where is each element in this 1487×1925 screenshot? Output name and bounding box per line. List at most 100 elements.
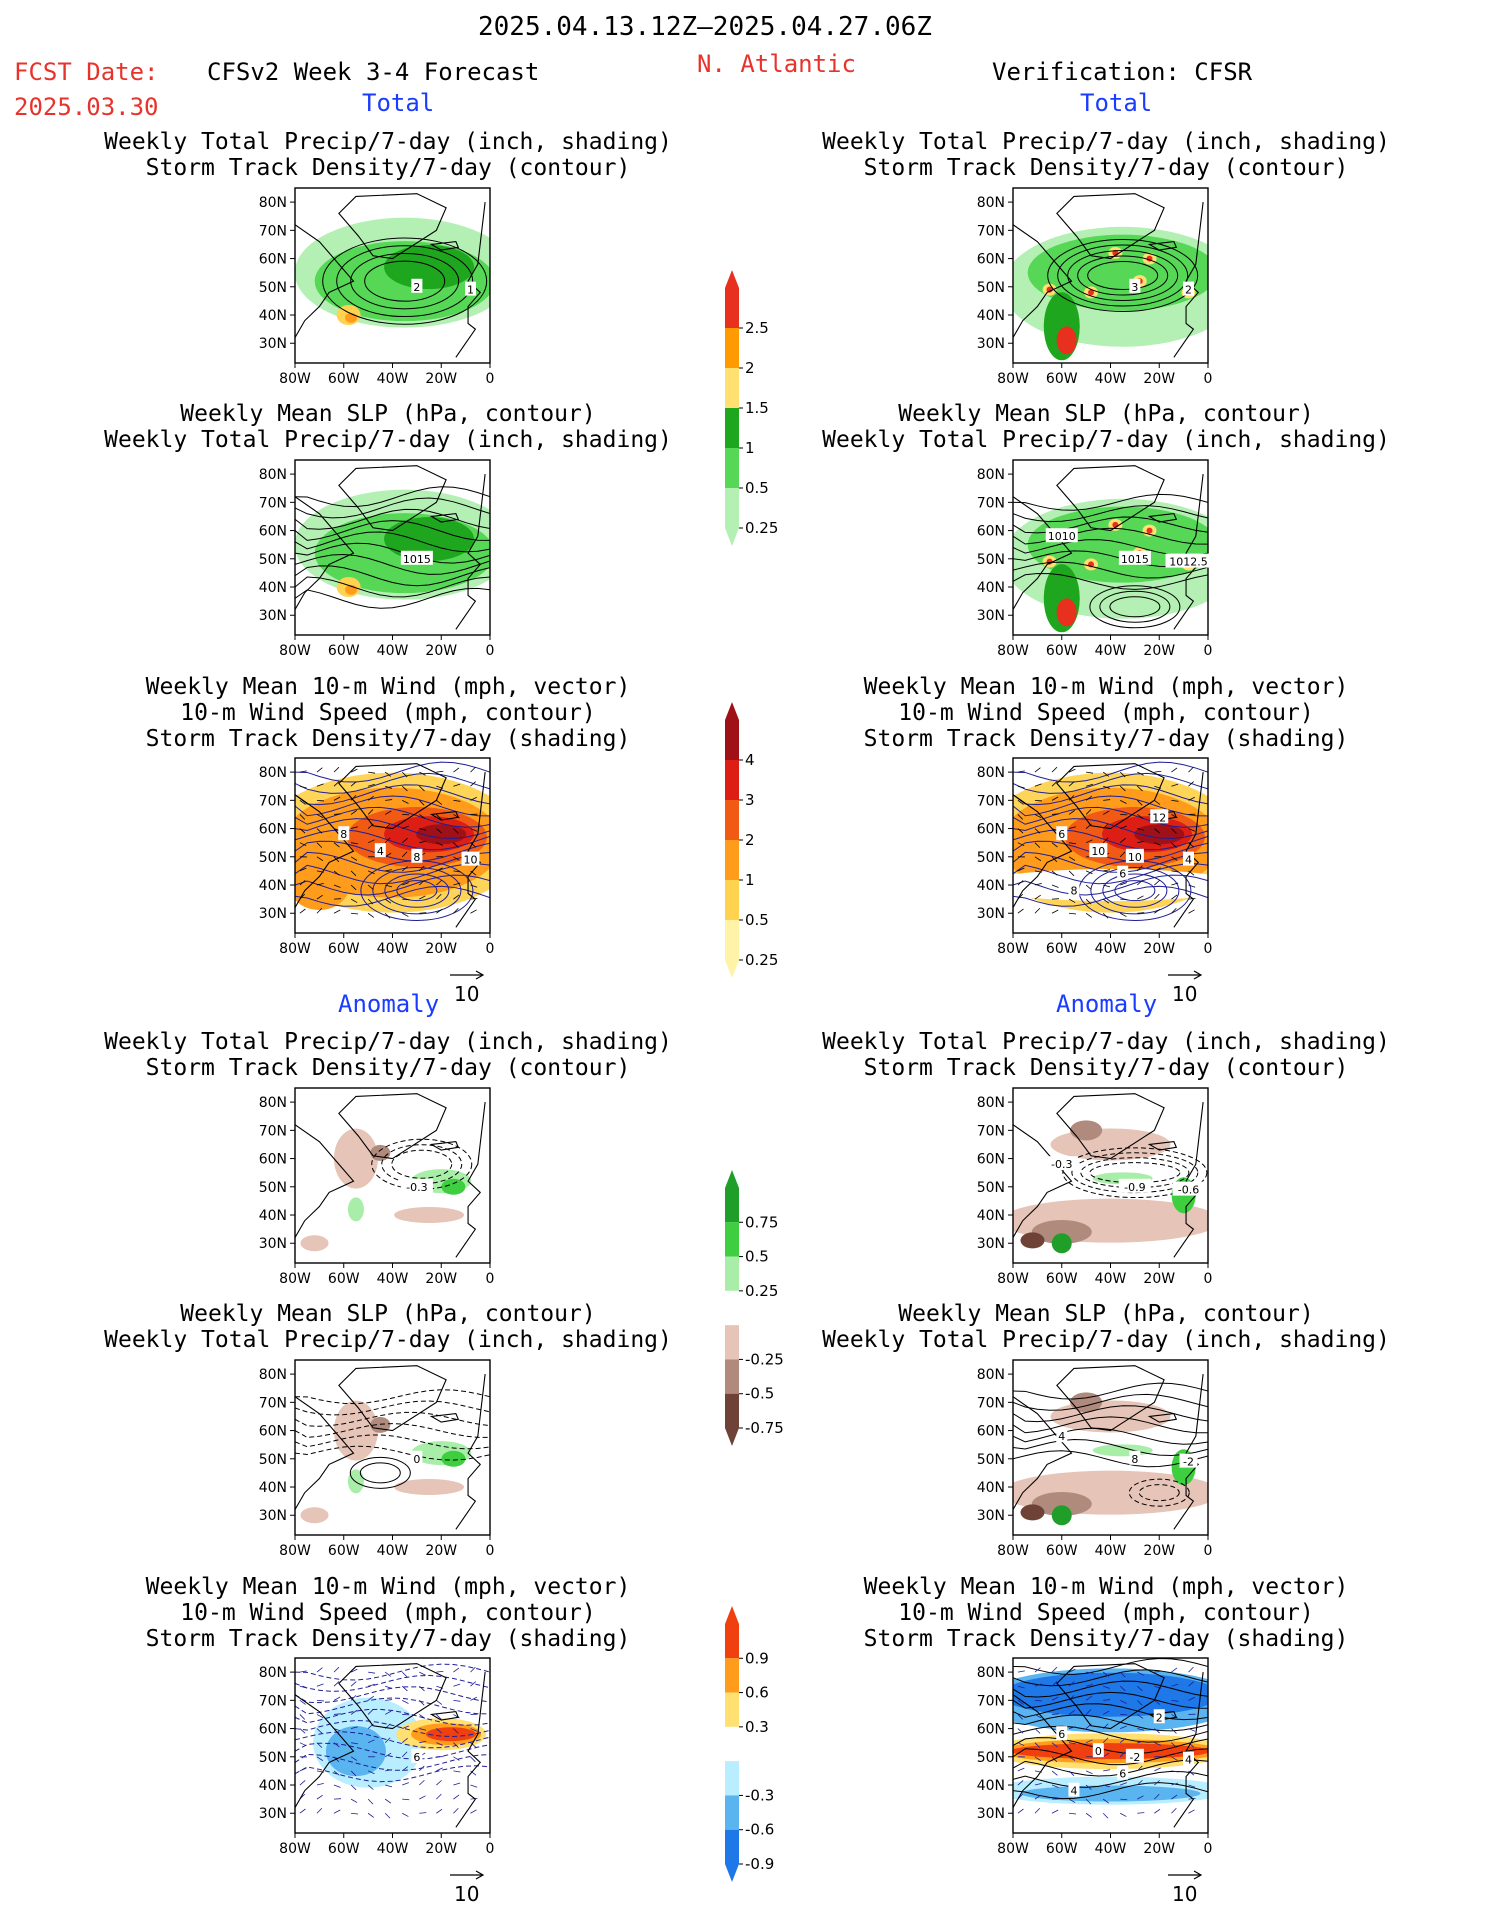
contour-line	[1047, 239, 1199, 312]
colorbar-segment	[725, 702, 739, 720]
lon-tick-label: 20W	[425, 1543, 457, 1558]
title-cfsr-anom-precip: Weekly Total Precip/7-day (inch, shading…	[822, 1029, 1390, 1081]
anomaly-label-right: Anomaly	[1056, 990, 1158, 1018]
contour-line	[1013, 561, 1208, 579]
coastline	[1173, 1672, 1204, 1828]
wind-vector	[1137, 1685, 1143, 1692]
wind-vector	[333, 884, 341, 888]
map-content	[295, 1365, 490, 1530]
wind-vector	[1137, 1765, 1143, 1772]
title-cfsr-anom-slp: Weekly Mean SLP (hPa, contour) Weekly To…	[822, 1301, 1390, 1353]
wind-vector	[1137, 1740, 1145, 1744]
fcst-date-value: 2025.03.30	[14, 93, 159, 121]
shading-region	[1013, 869, 1208, 902]
contour-line	[1013, 1658, 1208, 1675]
wind-vector	[1051, 842, 1058, 848]
title-fcst-total-wind: Weekly Mean 10-m Wind (mph, vector) 10-m…	[145, 674, 631, 752]
contour-line	[295, 1400, 490, 1416]
contour-line	[1013, 516, 1208, 534]
wind-vector	[1069, 912, 1077, 915]
wind-vector	[1154, 1793, 1160, 1800]
lat-tick-label: 30N	[259, 336, 287, 352]
lon-tick-label: 0	[486, 1841, 495, 1856]
lat-tick-label: 40N	[977, 1208, 1005, 1224]
wind-vector	[333, 1742, 340, 1748]
wind-vector	[1120, 1798, 1128, 1801]
lat-tick-label: 40N	[977, 878, 1005, 894]
wind-vector	[436, 1780, 442, 1786]
wind-vector	[419, 1812, 427, 1814]
lat-tick-label: 60N	[977, 1152, 1005, 1168]
lat-tick-label: 30N	[977, 1806, 1005, 1822]
lat-tick-label: 70N	[977, 1395, 1005, 1411]
svg-text:8: 8	[413, 851, 420, 864]
contour-line	[1013, 1405, 1208, 1423]
wind-vector	[367, 795, 374, 801]
svg-text:8: 8	[340, 828, 347, 841]
lat-tick-label: 50N	[259, 850, 287, 866]
wind-vector	[316, 783, 324, 787]
map-content	[1013, 465, 1208, 633]
wind-vector	[402, 882, 409, 886]
wind-vector	[1068, 1668, 1076, 1673]
wind-vector	[1171, 1699, 1179, 1702]
contour-line	[295, 542, 490, 564]
lat-tick-label: 60N	[259, 1722, 287, 1738]
wind-vector	[350, 1695, 357, 1701]
wind-vector	[419, 912, 427, 914]
map-content	[295, 761, 490, 928]
lat-tick-label: 40N	[259, 878, 287, 894]
wind-vector	[385, 884, 393, 888]
lat-tick-label: 70N	[977, 1123, 1005, 1139]
coastline	[338, 1093, 447, 1160]
wind-vector	[1068, 842, 1077, 845]
contour-label: -2	[1179, 1453, 1198, 1469]
lon-tick-label: 40W	[377, 941, 409, 956]
wind-vector	[1120, 882, 1127, 886]
wind-vector	[402, 1782, 409, 1786]
contour-line	[1013, 863, 1208, 885]
lat-tick-label: 50N	[977, 552, 1005, 568]
wind-vector	[385, 1769, 393, 1772]
wind-vector	[384, 1737, 391, 1743]
wind-vector	[1051, 813, 1060, 815]
wind-vector	[1188, 766, 1194, 773]
verification-title: Verification: CFSR	[992, 58, 1253, 86]
colorbar-segment	[725, 1325, 739, 1360]
svg-text:1012.5: 1012.5	[1169, 556, 1208, 569]
contour-label: 12	[1150, 809, 1169, 824]
contour-line	[295, 497, 490, 519]
wind-vector	[299, 814, 306, 820]
shading-region	[333, 1400, 378, 1461]
wind-vector	[436, 770, 444, 773]
wind-vector	[333, 1696, 341, 1701]
wind-vector	[1017, 867, 1025, 872]
contour-line	[1013, 527, 1208, 545]
contour-label: 8	[1068, 882, 1080, 898]
wind-vector	[1154, 880, 1160, 886]
wind-vector	[1085, 870, 1093, 875]
coastline	[455, 1672, 486, 1828]
shading-region	[1070, 1120, 1103, 1141]
colorbar-segment	[725, 1692, 739, 1727]
wind-vector	[470, 1696, 477, 1701]
wind-vector	[299, 1780, 306, 1786]
lat-tick-label: 50N	[977, 280, 1005, 296]
wind-vector	[1137, 865, 1143, 872]
wind-vector	[453, 1770, 461, 1773]
lat-tick-label: 30N	[977, 608, 1005, 624]
coastline	[1147, 513, 1178, 523]
wind-vector	[1154, 1670, 1162, 1673]
coastline	[295, 1124, 355, 1238]
wind-vector	[1188, 909, 1195, 914]
map-cfsr-anom-slp: 80N 70N 60N 50N 40N 30N 80W 60W 40W 20W 0 8 -2 4	[977, 1359, 1212, 1558]
wind-vector	[1034, 783, 1042, 787]
map-content	[1013, 1365, 1208, 1530]
wind-vector	[1188, 1728, 1196, 1732]
wind-vector	[1102, 771, 1109, 777]
svg-text:12: 12	[1152, 811, 1166, 824]
contour-label: 8	[411, 848, 423, 864]
coastline	[338, 465, 447, 532]
wind-vector	[1120, 1782, 1127, 1786]
wind-vector	[1085, 884, 1092, 890]
